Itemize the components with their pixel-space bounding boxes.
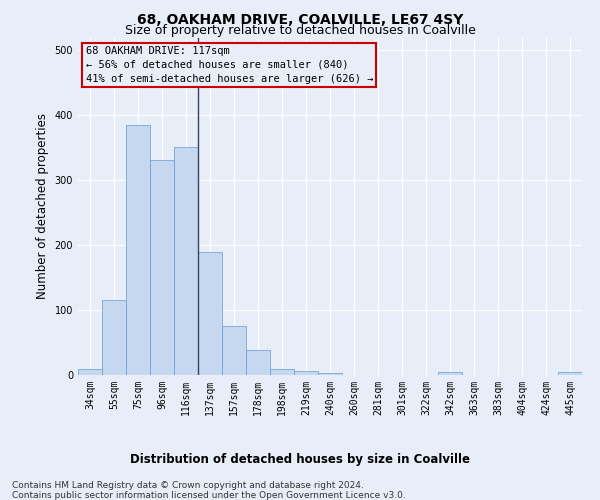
Y-axis label: Number of detached properties: Number of detached properties: [36, 114, 49, 299]
Text: Contains public sector information licensed under the Open Government Licence v3: Contains public sector information licen…: [12, 491, 406, 500]
Bar: [246, 350, 270, 375]
Text: Size of property relative to detached houses in Coalville: Size of property relative to detached ho…: [125, 24, 475, 37]
Text: 68, OAKHAM DRIVE, COALVILLE, LE67 4SY: 68, OAKHAM DRIVE, COALVILLE, LE67 4SY: [137, 12, 463, 26]
Bar: [126, 125, 150, 375]
Text: Contains HM Land Registry data © Crown copyright and database right 2024.: Contains HM Land Registry data © Crown c…: [12, 481, 364, 490]
Text: 68 OAKHAM DRIVE: 117sqm
← 56% of detached houses are smaller (840)
41% of semi-d: 68 OAKHAM DRIVE: 117sqm ← 56% of detache…: [86, 46, 373, 84]
Bar: [174, 146, 198, 375]
Bar: [102, 300, 126, 375]
Bar: [270, 368, 294, 375]
Bar: [198, 252, 222, 375]
Bar: [294, 371, 318, 375]
Text: Distribution of detached houses by size in Coalville: Distribution of detached houses by size …: [130, 452, 470, 466]
Bar: [222, 326, 246, 375]
Bar: [438, 372, 462, 375]
Bar: [558, 372, 582, 375]
Bar: [318, 373, 342, 375]
Bar: [150, 160, 174, 375]
Bar: [78, 368, 102, 375]
